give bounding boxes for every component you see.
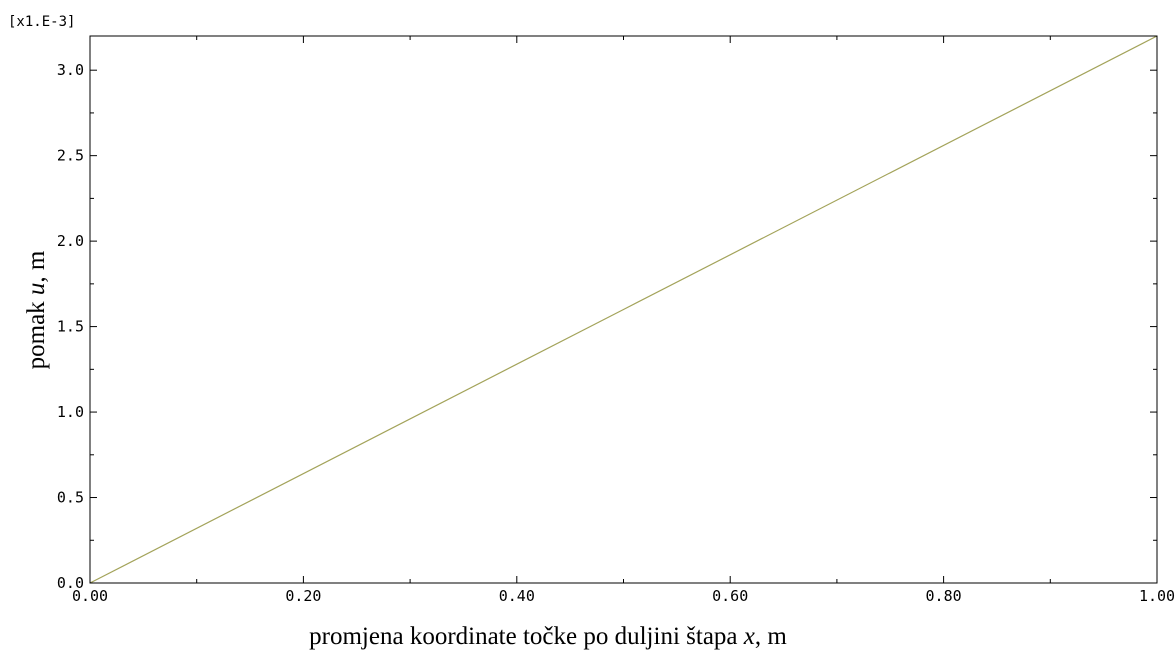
x-axis-title: promjena koordinate točke po duljini šta… (309, 623, 787, 650)
plot-frame (89, 35, 1158, 584)
x-axis-title-symbol: x (743, 623, 755, 650)
series-layer (89, 35, 1158, 584)
x-tick-label: 0.00 (72, 587, 108, 605)
y-axis-title: pomak u, m (23, 250, 50, 369)
y-axis-title-unit: , m (23, 250, 50, 283)
y-tick-label: 0.5 (57, 489, 84, 507)
y-tick-label: 2.5 (57, 147, 84, 165)
y-axis-title-prefix: pomak (23, 295, 50, 369)
tick-labels: 0.00 0.20 0.40 0.60 0.80 1.00 0.0 0.5 1.0 1.5 2.0 2… (57, 61, 1175, 605)
x-axis-title-prefix: promjena koordinate točke po duljini šta… (309, 623, 744, 650)
y-tick-label: 1.5 (57, 318, 84, 336)
x-tick-label: 0.80 (926, 587, 962, 605)
x-tick-label: 0.40 (499, 587, 535, 605)
x-tick-label: 0.20 (285, 587, 321, 605)
y-tick-label: 2.0 (57, 232, 84, 250)
x-tick-label: 0.60 (712, 587, 748, 605)
y-tick-label: 0.0 (57, 574, 84, 592)
y-multiplier-label: [x1.E-3] (8, 14, 75, 30)
x-tick-label: 1.00 (1139, 587, 1175, 605)
series-line (89, 35, 1158, 584)
x-axis-title-unit: , m (755, 623, 788, 650)
y-axis-title-symbol: u (23, 283, 50, 296)
y-tick-label: 1.0 (57, 403, 84, 421)
y-tick-label: 3.0 (57, 61, 84, 79)
